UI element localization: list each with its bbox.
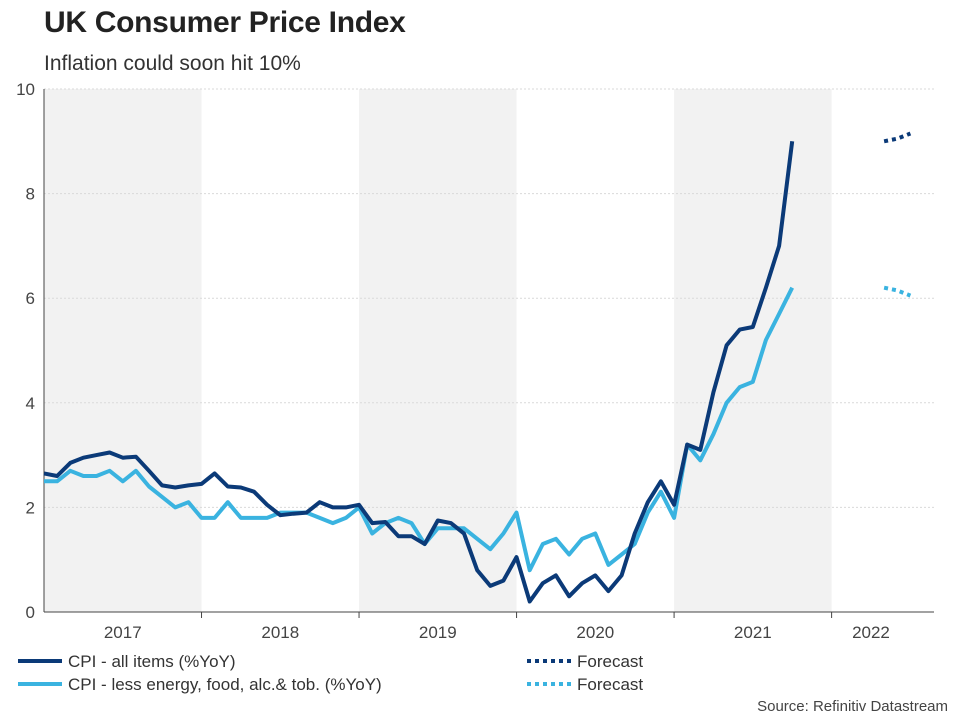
x-tick-label-2018: 2018 [261,623,299,642]
x-tick-label-2021: 2021 [734,623,772,642]
shade-band-2021 [674,89,832,612]
x-tick-label-2017: 2017 [104,623,142,642]
legend: CPI - all items (%YoY) CPI - less energy,… [18,652,643,694]
y-tick-label: 0 [26,603,35,622]
series-line-0 [43,141,795,604]
shade-band-2019 [359,89,517,612]
legend-label: CPI - less energy, food, alc.& tob. (%Yo… [68,675,382,694]
y-tick-label: 4 [26,394,35,413]
y-tick-label: 10 [16,80,35,99]
shade-band-2017 [44,89,202,612]
x-tick-label-2020: 2020 [576,623,614,642]
series-line-2 [44,286,794,573]
y-tick-label: 6 [26,289,35,308]
chart-subtitle: Inflation could soon hit 10% [44,52,301,75]
chart-title: UK Consumer Price Index [44,6,406,39]
legend-label: Forecast [577,652,643,671]
series-line-forecast-3 [883,285,912,298]
y-tick-label: 2 [26,498,35,517]
x-tick-label-2019: 2019 [419,623,457,642]
series-line-forecast-1 [883,131,912,144]
y-tick-label: 8 [26,185,35,204]
data-lines [43,131,912,604]
axes: 0 2 4 6 8 10 2017 2018 2019 2020 2021 2022 [16,80,934,642]
x-tick-label-2022: 2022 [852,623,890,642]
legend-label: CPI - all items (%YoY) [68,652,236,671]
legend-label: Forecast [577,675,643,694]
source-note: Source: Refinitiv Datastream [757,698,948,715]
year-shading [44,89,832,612]
